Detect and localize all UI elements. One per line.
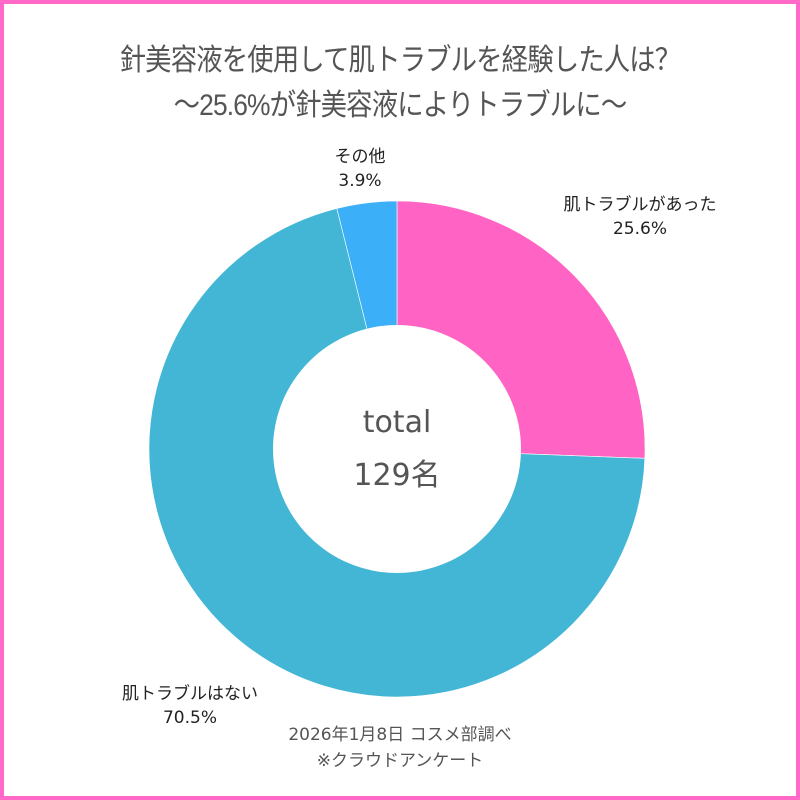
label-other-pct: 3.9% xyxy=(338,171,382,191)
donut-hole xyxy=(273,325,521,573)
center-total-label: total xyxy=(362,405,432,440)
label-trouble-pct: 25.6% xyxy=(612,219,667,239)
label-other-name: その他 xyxy=(334,147,386,167)
label-other: その他 3.9% xyxy=(300,145,420,193)
chart-title: 針美容液を使用して肌トラブルを経験した人は？ xyxy=(119,44,682,77)
source-date: 2026年1月8日 コスメ部調べ xyxy=(288,725,512,745)
chart-subtitle: 〜25.6%が針美容液によりトラブルに〜 xyxy=(173,89,628,122)
label-trouble: 肌トラブルがあった 25.6% xyxy=(535,193,745,241)
source-method: ※クラウドアンケート xyxy=(316,751,484,771)
label-none-pct: 70.5% xyxy=(162,708,217,728)
center-total-value: 129名 xyxy=(353,458,441,493)
label-none-name: 肌トラブルはない xyxy=(122,684,258,704)
label-trouble-name: 肌トラブルがあった xyxy=(563,195,717,215)
label-none: 肌トラブルはない 70.5% xyxy=(95,682,285,730)
source-note: 2026年1月8日 コスメ部調べ ※クラウドアンケート xyxy=(230,722,570,774)
